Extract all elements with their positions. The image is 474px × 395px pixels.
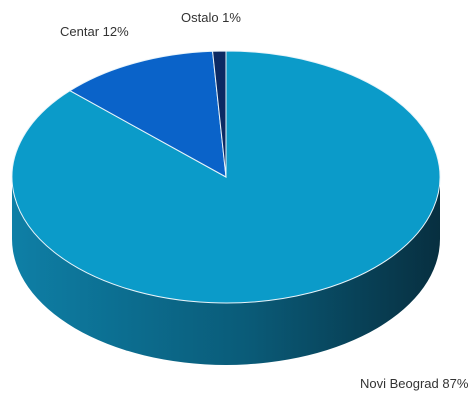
pie-side-layer — [12, 177, 440, 365]
slice-label-centar: Centar 12% — [60, 24, 129, 39]
pie-labels: Novi Beograd 87% Centar 12% Ostalo 1% — [60, 10, 469, 391]
pie-slice-centar — [69, 50, 227, 178]
slice-label-ostalo: Ostalo 1% — [181, 10, 241, 25]
pie-side — [12, 177, 440, 365]
slice-label-novi-beograd: Novi Beograd 87% — [360, 376, 469, 391]
pie-top-layer — [11, 50, 441, 304]
pie-slice-ostalo — [212, 50, 227, 178]
